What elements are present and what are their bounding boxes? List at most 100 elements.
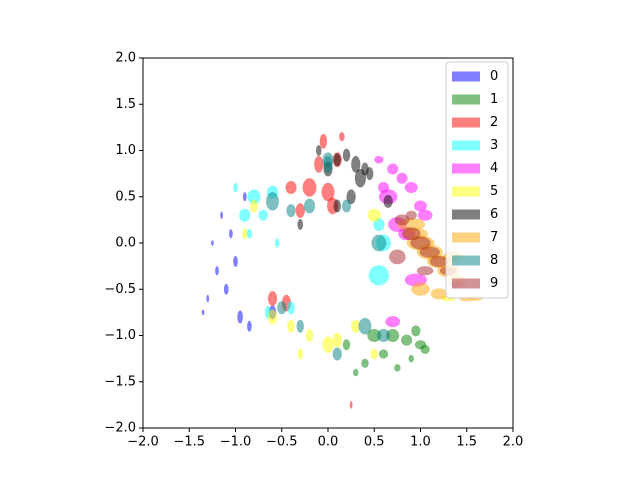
y-tick-label: −2.0 [104, 421, 136, 436]
legend-label: 5 [490, 184, 498, 199]
y-tick-label: −1.5 [104, 374, 136, 389]
y-tick-label: 0.5 [115, 189, 136, 204]
legend-swatch [452, 117, 480, 128]
ellipse-point [332, 347, 342, 361]
x-tick-label: −1.5 [173, 435, 205, 450]
ellipse-point [242, 192, 247, 202]
ellipse-point [371, 234, 387, 252]
ellipse-point [408, 354, 415, 363]
ellipse-point [361, 358, 369, 368]
ellipse-point [286, 204, 296, 218]
legend-label: 8 [490, 253, 498, 268]
ellipse-point [383, 194, 393, 208]
ellipse-point [206, 294, 210, 303]
legend-swatch [452, 94, 480, 105]
ellipse-point [402, 227, 421, 241]
y-tick-label: −1.0 [104, 328, 136, 343]
ellipse-point [342, 339, 351, 351]
ellipse-point [430, 288, 448, 300]
ellipse-point [296, 319, 304, 333]
ellipse-point [410, 236, 431, 250]
legend-swatch [452, 255, 480, 266]
y-tick-label: 1.0 [115, 143, 136, 158]
y-tick-label: 1.5 [115, 97, 136, 112]
ticks: −2.0 −1.5 −1.0 −0.5 0.0 0.5 1.0 1.5 2.0−2.0−1.5−… [104, 51, 523, 450]
ellipse-point [295, 203, 305, 219]
legend-label: 2 [490, 115, 498, 130]
ellipse-point [274, 238, 280, 248]
y-tick-label: −0.5 [104, 282, 136, 297]
ellipse-point [333, 199, 341, 213]
ellipse-point [358, 317, 372, 335]
ellipse-point [368, 265, 390, 286]
ellipse-point [374, 156, 384, 164]
ellipse-point [420, 344, 430, 354]
legend-swatch [452, 140, 480, 151]
ellipse-point [201, 309, 205, 316]
ellipse-point [396, 172, 408, 184]
legend-label: 1 [490, 92, 498, 107]
ellipse-point [377, 329, 390, 342]
ellipse-point [389, 249, 406, 265]
ellipse-point [351, 156, 361, 173]
legend-swatch [452, 71, 480, 82]
ellipse-point [367, 329, 382, 342]
ellipse-point [417, 209, 433, 221]
x-tick-label: 0.0 [318, 435, 339, 450]
ellipse-point [285, 181, 297, 194]
ellipse-point [378, 349, 389, 359]
ellipse-point [303, 198, 316, 214]
ellipse-point [287, 319, 295, 333]
ellipse-point [297, 218, 304, 231]
ellipse-point [367, 208, 381, 222]
ellipse-point [351, 319, 361, 333]
ellipse-point [305, 329, 314, 342]
ellipse-point [332, 332, 342, 348]
ellipse-point [210, 240, 214, 246]
ellipse-point [386, 329, 400, 342]
ellipse-point [339, 132, 345, 142]
ellipse-point [220, 211, 224, 219]
legend-swatch [452, 163, 480, 174]
ellipse-point [250, 199, 258, 213]
ellipse-point [233, 182, 238, 193]
y-tick-label: 0.0 [115, 236, 136, 251]
ellipse-point [321, 182, 335, 202]
ellipse-point [319, 133, 328, 149]
ellipse-point [247, 189, 261, 205]
ellipse-point [429, 255, 449, 268]
x-tick-label: −0.5 [266, 435, 298, 450]
ellipse-point [246, 229, 253, 239]
ellipse-point [352, 368, 359, 377]
ellipse-point [229, 229, 233, 239]
legend: 0 1 2 3 4 5 6 7 8 9 [445, 61, 509, 299]
ellipse-point [267, 309, 278, 325]
ellipse-point [377, 181, 390, 194]
x-tick-label: −1.0 [220, 435, 252, 450]
legend-label: 0 [490, 69, 498, 84]
ellipse-point [419, 246, 440, 258]
ellipse-point [370, 348, 378, 360]
ellipse-point [287, 301, 295, 315]
legend-swatch [452, 278, 480, 289]
ellipse-point [341, 199, 352, 213]
x-tick-label: 1.5 [456, 435, 477, 450]
ellipse-point [411, 325, 421, 337]
ellipse-point [241, 228, 248, 240]
ellipse-point [314, 156, 324, 173]
ellipse-point [239, 208, 251, 222]
ellipse-point [387, 163, 399, 175]
ellipse-point [401, 334, 413, 346]
ellipse-point [277, 301, 287, 315]
ellipse-point [385, 316, 401, 328]
ellipse-point [223, 283, 229, 295]
ellipse-point [365, 167, 374, 181]
ellipse-point [215, 266, 219, 276]
y-tick-label: 2.0 [115, 51, 136, 66]
ellipse-point [349, 401, 353, 409]
legend-label: 3 [490, 138, 498, 153]
legend-swatch [452, 186, 480, 197]
ellipse-point [297, 348, 304, 360]
